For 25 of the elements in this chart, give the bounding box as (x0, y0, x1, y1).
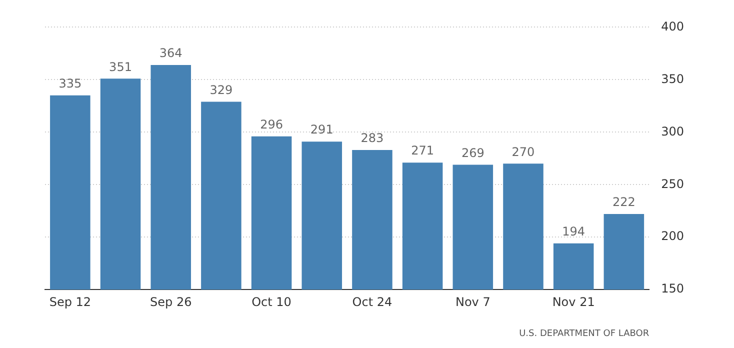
data-label: 269 (461, 146, 484, 160)
y-tick-label: 350 (661, 72, 684, 86)
y-tick-label: 250 (661, 176, 684, 191)
x-tick-label: Sep 12 (49, 294, 92, 309)
data-label: 283 (360, 131, 384, 146)
data-label: 222 (612, 195, 636, 210)
y-tick-label: 150 (661, 282, 684, 296)
data-label: 194 (562, 224, 586, 239)
text: U.S. DEPARTMENT OF LABOR (519, 328, 650, 339)
data-label: 271 (411, 144, 434, 158)
data-label: 296 (260, 117, 283, 132)
x-tick-label: Sep 26 (150, 294, 192, 309)
data-label: 351 (109, 60, 132, 74)
x-tick-label: Nov 21 (552, 294, 595, 309)
data-label: 270 (512, 144, 535, 159)
y-tick-label: 200 (661, 229, 684, 244)
data-label: 329 (210, 82, 233, 97)
x-tick-label: Oct 10 (252, 294, 292, 309)
x-tick-label: Oct 24 (352, 294, 392, 309)
data-label: 335 (58, 76, 82, 91)
data-label: 291 (310, 122, 334, 137)
x-tick-label: Nov 7 (455, 294, 490, 309)
data-label: 364 (159, 46, 182, 60)
y-tick-label: 400 (661, 19, 684, 34)
y-tick-label: 300 (661, 124, 684, 138)
